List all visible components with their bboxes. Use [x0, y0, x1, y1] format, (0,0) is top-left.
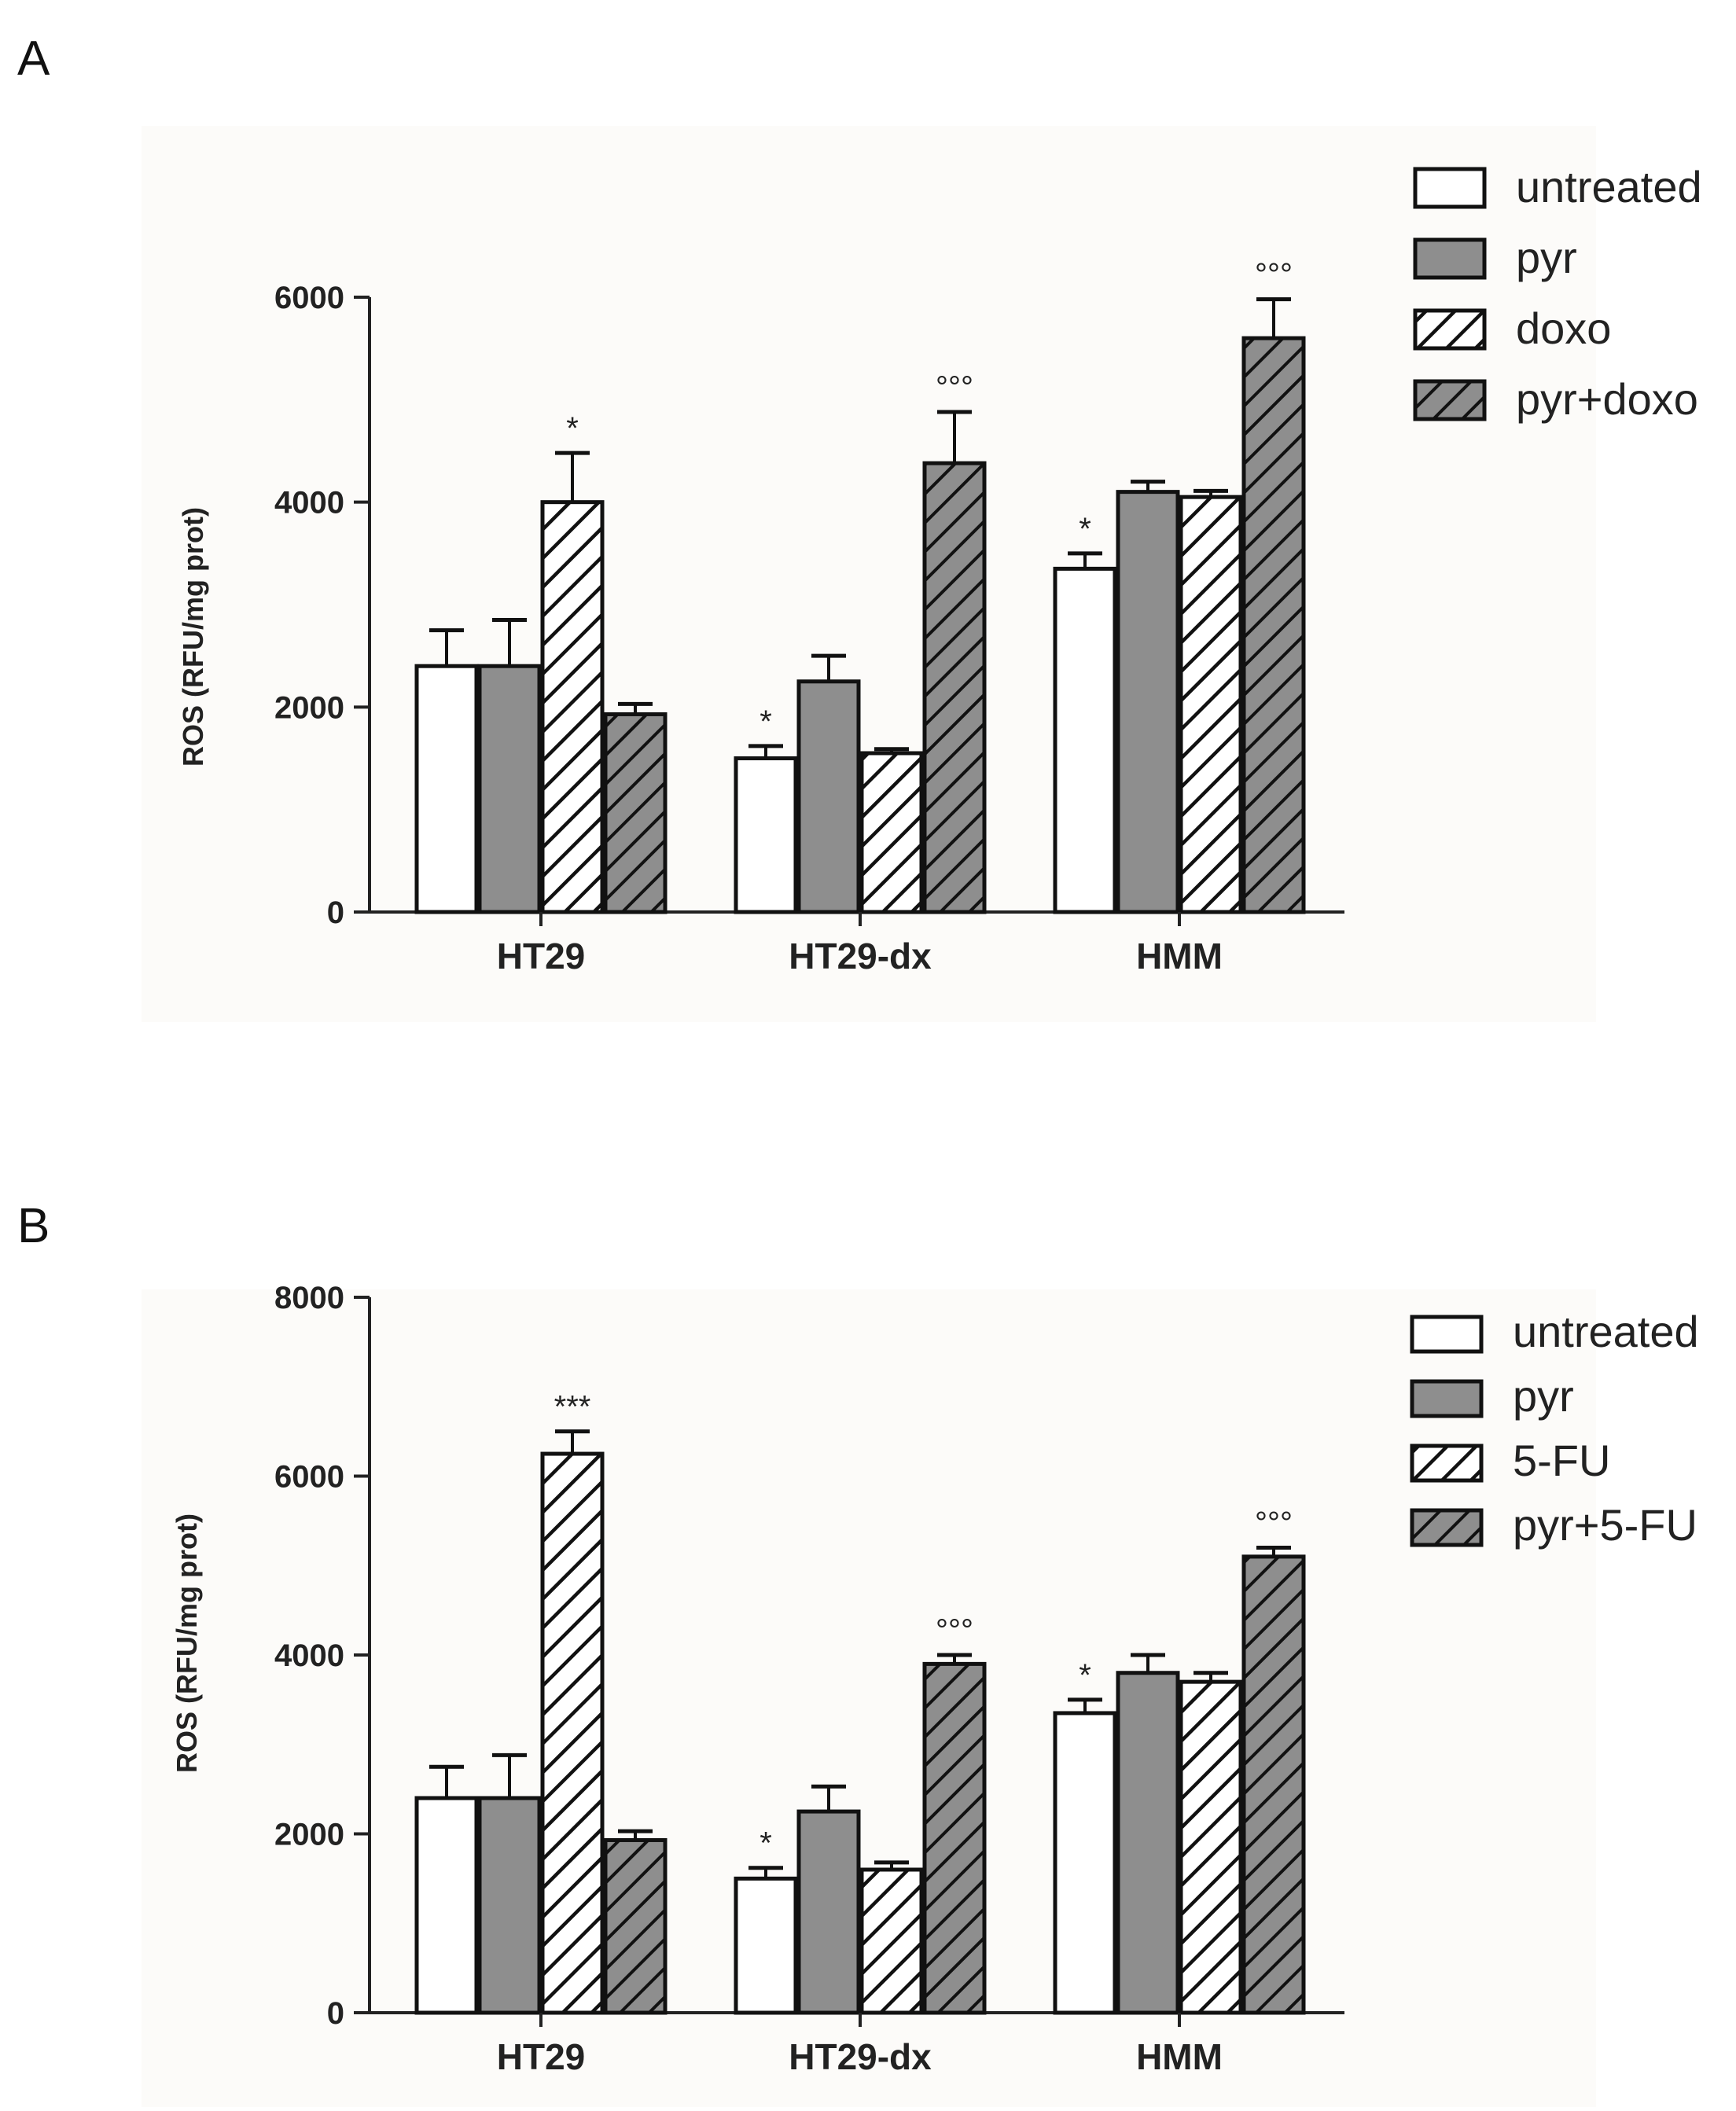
bar — [1241, 1554, 1306, 2015]
significance-annotation: * — [566, 411, 579, 446]
y-tick-label: 6000 — [274, 1460, 344, 1495]
bar — [1179, 1679, 1243, 2015]
bar — [859, 1867, 924, 2015]
bar — [414, 664, 479, 914]
panel-b-label: B — [17, 1199, 50, 1253]
bar — [477, 1796, 542, 2015]
significance-annotation: * — [760, 704, 772, 739]
significance-annotation: * — [760, 1826, 772, 1861]
legend-label: pyr — [1516, 233, 1577, 282]
bar — [540, 1451, 605, 2015]
bar — [734, 756, 798, 914]
bar — [603, 1837, 668, 2015]
y-tick-label: 6000 — [274, 281, 344, 315]
panel-b: B ROS (RFU/mg prot) 0 2000 4000 6000 8000 HT2… — [17, 1199, 1699, 2107]
significance-annotation: * — [1079, 1658, 1091, 1693]
bar — [540, 500, 605, 914]
significance-annotation: °°° — [1255, 258, 1293, 292]
legend-swatch — [1413, 167, 1487, 209]
x-tick-label: HT29-dx — [789, 2036, 932, 2077]
bar — [1116, 1671, 1180, 2015]
legend-swatch — [1410, 1379, 1484, 1418]
bar — [414, 1796, 479, 2015]
y-tick-label: 4000 — [274, 1638, 344, 1673]
legend-label: pyr — [1513, 1371, 1574, 1421]
bar — [796, 679, 861, 914]
bar — [1116, 490, 1180, 914]
legend-label: untreated — [1516, 162, 1702, 211]
significance-annotation: °°° — [936, 370, 973, 405]
y-tick-label: 2000 — [274, 690, 344, 725]
legend-swatch — [1410, 1443, 1484, 1483]
y-tick-label: 8000 — [274, 1281, 344, 1315]
legend-label: doxo — [1516, 303, 1611, 353]
legend-swatch — [1413, 379, 1487, 421]
panel-a-label: A — [17, 31, 50, 86]
significance-annotation: *** — [554, 1390, 591, 1425]
bar — [922, 1661, 987, 2015]
x-tick-label: HT29-dx — [789, 936, 932, 976]
bar — [1053, 566, 1117, 914]
legend-label: 5-FU — [1513, 1436, 1610, 1485]
y-tick-label: 4000 — [274, 486, 344, 520]
bar — [1241, 336, 1306, 914]
bar — [477, 664, 542, 914]
bar — [859, 751, 924, 914]
y-tick-label: 0 — [327, 1996, 344, 2031]
bar — [796, 1809, 861, 2015]
bar — [922, 461, 987, 914]
bar — [1179, 495, 1243, 914]
legend-label: untreated — [1513, 1307, 1699, 1356]
panel-b-y-axis-label: ROS (RFU/mg prot) — [171, 1513, 203, 1773]
panel-a-y-axis-label: ROS (RFU/mg prot) — [177, 507, 209, 767]
bar — [734, 1876, 798, 2015]
significance-annotation: °°° — [936, 1613, 973, 1648]
legend-swatch — [1410, 1508, 1484, 1547]
y-tick-label: 0 — [327, 896, 344, 930]
y-tick-label: 2000 — [274, 1818, 344, 1852]
legend-label: pyr+5-FU — [1513, 1500, 1697, 1550]
x-tick-label: HMM — [1136, 936, 1223, 976]
significance-annotation: °°° — [1255, 1506, 1293, 1541]
x-tick-label: HT29 — [497, 936, 585, 976]
significance-annotation: * — [1079, 512, 1091, 546]
panel-a: A ROS (RFU/mg prot) 0 2000 4000 6000 HT29 HT2… — [17, 31, 1702, 1022]
x-tick-label: HT29 — [497, 2036, 585, 2077]
legend-label: pyr+doxo — [1516, 374, 1698, 424]
legend-swatch — [1413, 308, 1487, 351]
x-tick-label: HMM — [1136, 2036, 1223, 2077]
bar — [1053, 1711, 1117, 2015]
legend-swatch — [1413, 237, 1487, 280]
legend-swatch — [1410, 1315, 1484, 1354]
bar — [603, 712, 668, 914]
